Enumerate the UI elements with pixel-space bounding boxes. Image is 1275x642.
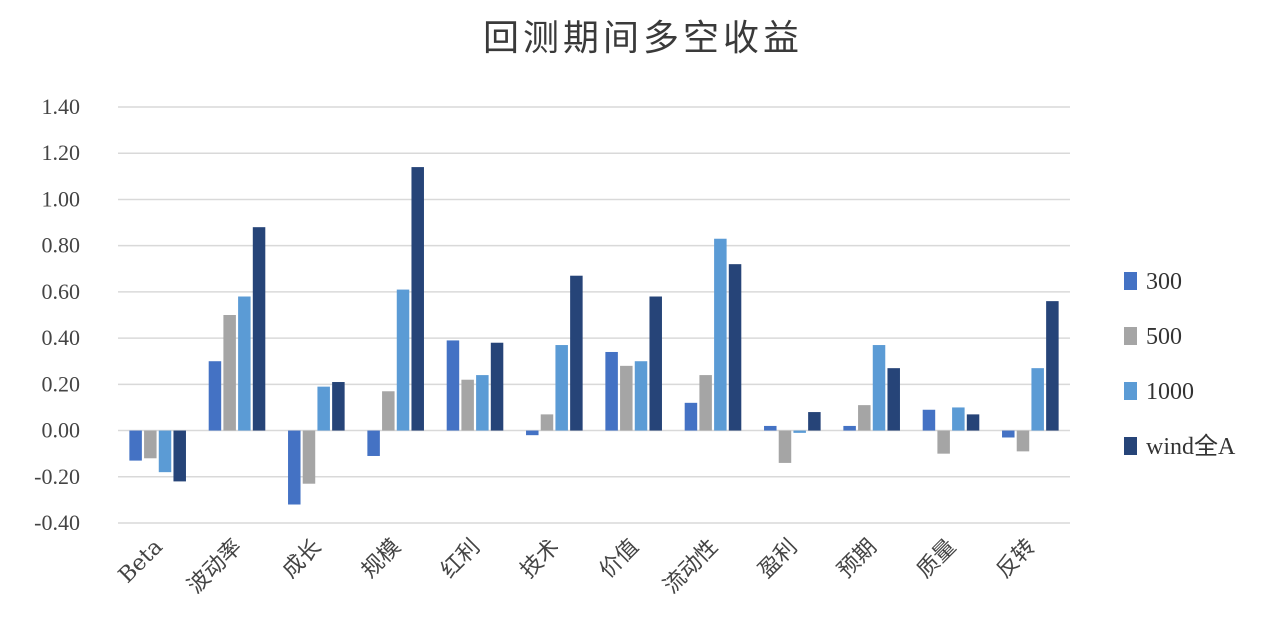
x-category-label: Beta [114,535,168,589]
bar-1000-盈利 [793,430,806,433]
bar-500-技术 [540,414,554,431]
bar-1000-流动性 [714,238,727,431]
bar-1000-价值 [634,361,648,431]
x-category-label: 盈利 [754,535,803,584]
legend-label: 500 [1146,324,1182,350]
bar-1000-Beta [158,430,172,473]
bar-300-波动率 [208,361,222,431]
bar-wind全A-技术 [570,275,583,431]
y-tick-label: 1.40 [42,94,81,119]
bar-300-质量 [922,409,936,431]
legend: 300 500 1000 wind全A [1124,269,1236,460]
bar-1000-波动率 [238,296,251,431]
y-tick-label: 1.20 [42,140,81,165]
legend-label: wind全A [1146,433,1236,460]
legend-swatch [1124,382,1137,400]
bar-1000-预期 [872,345,886,431]
bar-wind全A-规模 [411,167,424,431]
legend-label: 1000 [1146,379,1194,405]
bar-wind全A-预期 [887,368,900,431]
bar-300-Beta [129,430,142,461]
bar-500-红利 [461,379,474,431]
bar-500-预期 [858,405,871,431]
bar-500-Beta [144,430,157,459]
x-category-label: 流动性 [659,535,723,599]
bars [129,167,1059,505]
y-tick-label: 1.00 [42,186,81,211]
y-tick-label: 0.60 [42,279,81,304]
bar-wind全A-Beta [173,430,186,482]
bar-500-波动率 [223,315,236,431]
bar-1000-规模 [396,289,410,431]
bar-300-反转 [1002,430,1015,438]
bar-500-规模 [382,391,395,431]
x-category-label: 红利 [436,535,485,584]
bar-500-成长 [302,430,316,484]
y-axis-ticks: 1.40 1.20 1.00 0.80 0.60 0.40 0.20 0.00 -0.20 -0.… [34,94,80,535]
x-category-label: 反转 [992,535,1041,584]
bar-300-流动性 [684,402,698,431]
bar-wind全A-质量 [966,414,980,431]
gridlines [118,106,1070,524]
bar-1000-成长 [317,386,330,431]
bar-300-预期 [843,425,856,431]
legend-swatch [1124,272,1137,290]
bar-300-红利 [446,340,460,431]
bar-wind全A-红利 [490,342,504,431]
legend-swatch [1124,327,1137,345]
bar-wind全A-波动率 [252,227,266,431]
bar-500-反转 [1016,430,1030,452]
bar-1000-红利 [476,375,489,431]
legend-label: 300 [1146,269,1182,295]
bar-wind全A-盈利 [808,412,821,431]
bar-1000-反转 [1031,368,1044,431]
bar-wind全A-流动性 [728,264,742,431]
bar-wind全A-成长 [332,382,345,431]
y-tick-label: 0.20 [42,371,81,396]
y-tick-label: 0.80 [42,233,81,258]
y-tick-label: 0.40 [42,325,81,350]
y-tick-label: 0.00 [42,418,81,443]
bar-300-盈利 [764,425,777,431]
y-tick-label: -0.40 [34,510,80,535]
bar-300-成长 [288,430,301,505]
bar-wind全A-价值 [649,296,662,431]
bar-300-技术 [526,430,539,436]
bar-1000-质量 [952,407,965,431]
bar-300-规模 [367,430,380,456]
x-category-label: 技术 [516,535,565,584]
x-category-label: 质量 [912,535,961,584]
y-tick-label: -0.20 [34,464,80,489]
x-category-label: 预期 [833,535,882,584]
chart-title: 回测期间多空收益 [483,18,803,59]
bar-500-流动性 [699,375,712,431]
bar-500-价值 [620,365,633,431]
bar-500-盈利 [778,430,792,463]
x-category-label: 成长 [278,535,327,584]
legend-swatch [1124,437,1137,455]
x-axis-categories: Beta 波动率 成长 规模 红利 技术 价值 流动性 盈利 预期 质量 反转 [114,535,1041,599]
bar-wind全A-反转 [1046,301,1059,431]
x-category-label: 价值 [595,535,644,584]
x-category-label: 规模 [357,535,406,584]
bar-1000-技术 [555,345,568,431]
bar-500-质量 [937,430,950,454]
bar-300-价值 [605,351,618,431]
x-category-label: 波动率 [183,535,247,599]
